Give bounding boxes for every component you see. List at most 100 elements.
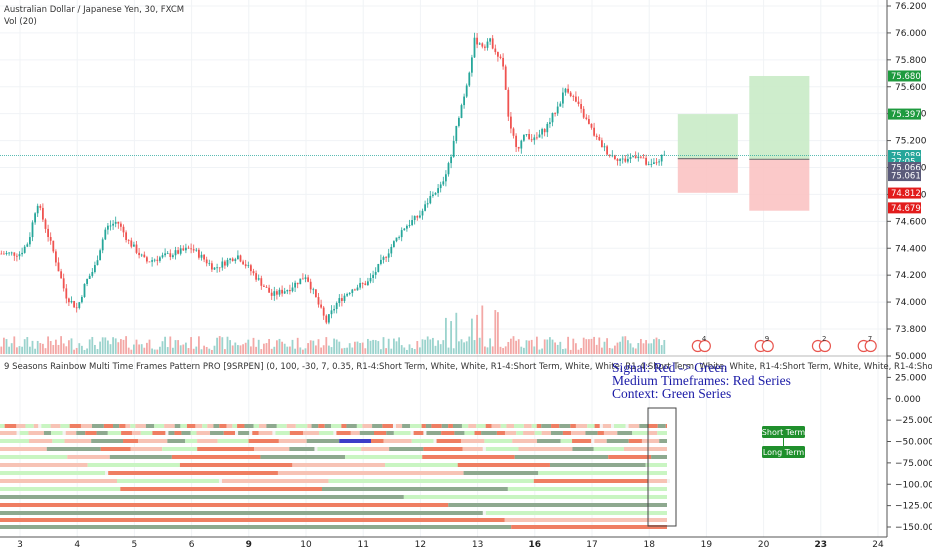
- volume-bar: [637, 343, 640, 354]
- candle-body: [442, 181, 445, 185]
- short-term-button[interactable]: Short Term: [762, 426, 806, 438]
- heatmap-segment: [594, 439, 607, 443]
- heatmap-segment: [207, 424, 214, 428]
- heatmap-segment: [603, 431, 618, 435]
- price-axis[interactable]: [887, 0, 932, 550]
- candle-body: [60, 271, 62, 279]
- heatmap-segment: [411, 439, 434, 443]
- volume-bar: [34, 348, 36, 354]
- heatmap-segment: [65, 431, 77, 435]
- candle-body: [445, 174, 447, 182]
- volume-bar: [153, 349, 156, 354]
- volume-bar: [151, 348, 153, 354]
- event-count: 4: [702, 335, 707, 343]
- candle-body: [5, 253, 8, 255]
- heatmap-segment: [41, 424, 51, 428]
- volume-bar: [117, 342, 120, 354]
- volume-bar: [499, 346, 502, 354]
- volume-bar: [10, 343, 13, 354]
- volume-bar: [346, 347, 348, 354]
- heatmap-segment: [421, 424, 426, 428]
- volume-bar: [520, 346, 523, 354]
- volume-bar: [497, 312, 499, 354]
- candle-body: [242, 261, 244, 265]
- volume-bar: [452, 348, 455, 354]
- candle-body: [653, 162, 655, 165]
- volume-bar: [304, 348, 307, 354]
- heatmap-segment: [572, 439, 592, 443]
- candle-body: [614, 155, 616, 160]
- price-badge: [888, 162, 921, 173]
- candle-body: [439, 184, 442, 189]
- candle-body: [75, 307, 78, 309]
- candle-body: [185, 247, 187, 251]
- heatmap-segment: [648, 424, 658, 428]
- heatmap-segment: [533, 479, 649, 483]
- heatmap-segment: [651, 455, 667, 459]
- candle-body: [346, 293, 348, 296]
- candle-body: [164, 253, 166, 256]
- candle-body: [637, 156, 640, 159]
- heatmap-segment: [0, 518, 505, 522]
- candle-body: [112, 223, 114, 226]
- volume-bar: [86, 348, 88, 354]
- short-term-label: Short Term: [762, 428, 806, 437]
- heatmap-segment: [395, 424, 403, 428]
- heatmap-segment: [383, 439, 412, 443]
- heatmap-segment: [463, 471, 539, 475]
- volume-bar: [52, 344, 55, 354]
- event-markers[interactable]: 4 9 2 7: [691, 335, 877, 353]
- candle-body: [504, 66, 507, 90]
- volume-bar: [494, 310, 497, 354]
- price-badge: [888, 202, 921, 214]
- heatmap-segment: [361, 447, 390, 451]
- volume-bar: [78, 343, 81, 354]
- long-term-button[interactable]: Long Term: [762, 446, 805, 458]
- candle-body: [70, 301, 73, 303]
- candle-body: [499, 56, 502, 58]
- candle-body: [39, 205, 42, 208]
- heatmap-segment: [593, 447, 624, 451]
- candle-body: [325, 315, 328, 323]
- volume-bar: [369, 340, 372, 354]
- heatmap-segment: [152, 431, 166, 435]
- candle-body: [13, 252, 16, 256]
- volume-bar: [109, 344, 112, 354]
- volume-bar: [554, 342, 556, 354]
- heatmap-segment: [0, 525, 512, 529]
- volume-bar: [543, 339, 546, 354]
- heatmap-segment: [562, 431, 572, 435]
- volume-bar: [101, 337, 104, 354]
- heatmap-segment: [202, 424, 208, 428]
- volume-bar: [549, 337, 551, 354]
- heatmap-segment: [4, 424, 17, 428]
- heatmap-segment: [289, 431, 304, 435]
- candle-body: [564, 88, 567, 93]
- heatmap-segment: [167, 439, 186, 443]
- time-axis[interactable]: [0, 537, 887, 550]
- candle-body: [338, 298, 341, 304]
- candle-body: [294, 282, 296, 288]
- price-tick-label: 74.000: [895, 298, 927, 308]
- volume-bar: [616, 342, 619, 354]
- volume-bar: [645, 340, 647, 354]
- heatmap-segment: [28, 431, 44, 435]
- rainbow-heatmap: [0, 424, 670, 529]
- candle-body: [621, 158, 624, 160]
- time-tick-label: 9: [246, 540, 252, 550]
- price-badge-label: 74.812: [891, 189, 921, 199]
- heatmap-segment: [174, 431, 182, 435]
- volume-bar: [91, 336, 94, 354]
- candle-body: [554, 112, 556, 114]
- heatmap-segment: [52, 439, 65, 443]
- candle-body: [658, 161, 660, 163]
- heatmap-segment: [507, 487, 667, 491]
- candle-body: [148, 261, 151, 263]
- volume-bar: [276, 340, 278, 354]
- volume-bar: [478, 337, 481, 354]
- heatmap-segment: [356, 424, 363, 428]
- volume-bar: [408, 344, 411, 354]
- candle-body: [650, 164, 653, 165]
- heatmap-segment: [232, 424, 238, 428]
- candle-body: [247, 265, 250, 267]
